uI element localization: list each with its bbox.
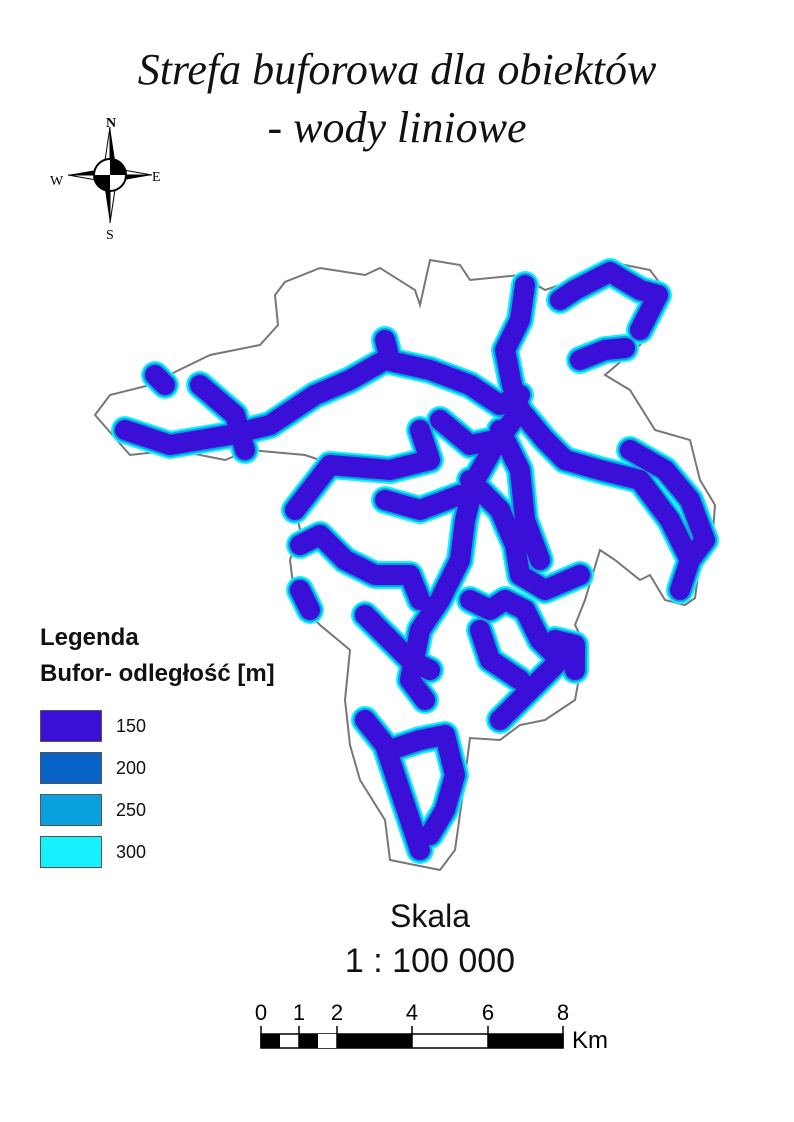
north-arrow-compass-icon: N S E W: [50, 116, 161, 243]
compass-east-label: E: [152, 170, 161, 185]
legend-swatch: [40, 794, 102, 826]
compass-west-label: W: [50, 174, 64, 189]
legend-swatch: [40, 836, 102, 868]
map-frame: [93, 258, 719, 872]
scale-tick-label: 2: [331, 1000, 343, 1025]
map-title-line-2: - wody liniowe: [267, 103, 527, 152]
scale-label: Skala: [389, 898, 471, 934]
scale-unit-label: Km: [572, 1027, 608, 1054]
scale-tick-label: 8: [557, 1000, 569, 1025]
legend-item: 300: [40, 836, 240, 870]
scale-tick-label: 0: [255, 1000, 267, 1025]
buffer-150m-core: [115, 262, 715, 860]
compass-north-label: N: [106, 116, 116, 131]
legend-label: 150: [116, 716, 147, 736]
compass-south-label: S: [106, 228, 114, 243]
legend-swatch: [40, 710, 102, 742]
legend-item: 150: [40, 710, 240, 744]
scale-tick-label: 6: [482, 1000, 494, 1025]
legend-item: 200: [40, 752, 240, 786]
legend-label: 300: [116, 842, 147, 862]
legend-label: 250: [116, 800, 147, 820]
scale-ratio: 1 : 100 000: [344, 942, 516, 980]
scale-tick-label: 1: [293, 1000, 305, 1025]
map-title-line-1: Strefa buforowa dla obiektów: [137, 45, 657, 94]
legend-swatch: [40, 752, 102, 784]
legend-subtitle: Bufor- odległość [m]: [40, 660, 275, 687]
scale-tick-label: 4: [406, 1000, 418, 1025]
legend-item: 250: [40, 794, 240, 828]
scale-bar: 0 1 2 4 6 8 Km: [255, 1000, 608, 1054]
legend-label: 200: [116, 758, 147, 778]
legend-title: Legenda: [40, 624, 139, 651]
